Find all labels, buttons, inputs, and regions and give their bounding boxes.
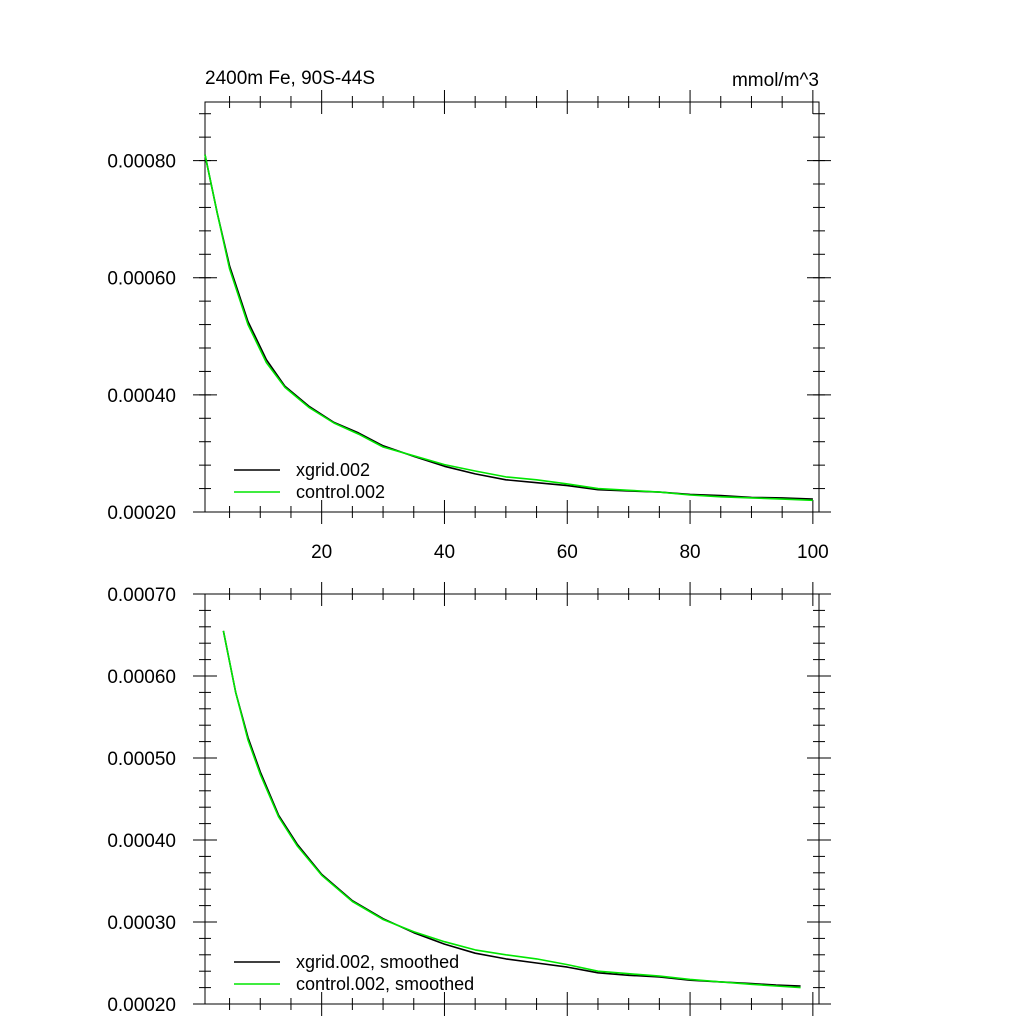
y-tick-label: 0.00050 (107, 749, 176, 770)
y-tick-label: 0.00040 (107, 386, 176, 407)
legend-label: control.002, smoothed (296, 974, 474, 994)
bottom-panel: 0.00020 0.00030 0.00040 0.00050 0.00060 0.000… (107, 582, 831, 1016)
y-tick-label: 0.00060 (107, 667, 176, 688)
y-tick-label: 0.00020 (107, 503, 176, 524)
x-tick-label: 40 (434, 542, 455, 563)
series-line (204, 154, 813, 502)
y-tick-label: 0.00080 (107, 152, 176, 173)
x-tick-label: 80 (679, 542, 700, 563)
series-lines (222, 630, 801, 989)
tick-labels: 0.00020 0.00030 0.00040 0.00050 0.00060 0.000… (107, 585, 176, 1016)
chart-title: 2400m Fe, 90S-44S (205, 68, 375, 89)
series-line (204, 154, 813, 500)
legend-label: xgrid.002 (296, 460, 370, 480)
legend-label: xgrid.002, smoothed (296, 952, 459, 972)
x-tick-label: 20 (311, 542, 332, 563)
y-tick-label: 0.00070 (107, 585, 176, 606)
y-tick-label: 0.00060 (107, 269, 176, 290)
legend-label: control.002 (296, 482, 385, 502)
tick-marks (193, 582, 831, 1016)
x-tick-label: 100 (797, 542, 829, 563)
top-panel: 2400m Fe, 90S-44S mmol/m^3 20 40 60 80 100 0.… (107, 68, 831, 563)
tick-marks (193, 90, 831, 524)
series-lines (204, 154, 813, 502)
series-line (222, 630, 801, 989)
plot-frame (204, 101, 820, 513)
series-line (222, 630, 801, 987)
units-label: mmol/m^3 (732, 70, 819, 91)
plot-frame (204, 593, 820, 1005)
x-tick-label: 60 (557, 542, 578, 563)
tick-labels: 20 40 60 80 100 0.00020 0.00040 0.00060 0.00080 (107, 152, 828, 563)
y-tick-label: 0.00030 (107, 913, 176, 934)
y-tick-label: 0.00040 (107, 831, 176, 852)
y-tick-label: 0.00020 (107, 995, 176, 1016)
